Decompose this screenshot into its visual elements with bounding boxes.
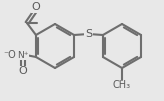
Text: O: O: [19, 66, 27, 76]
Text: N⁺: N⁺: [17, 50, 29, 59]
Text: S: S: [85, 29, 92, 39]
Text: O: O: [32, 2, 40, 12]
Text: ⁻O: ⁻O: [4, 50, 16, 60]
Text: CH₃: CH₃: [113, 80, 131, 90]
